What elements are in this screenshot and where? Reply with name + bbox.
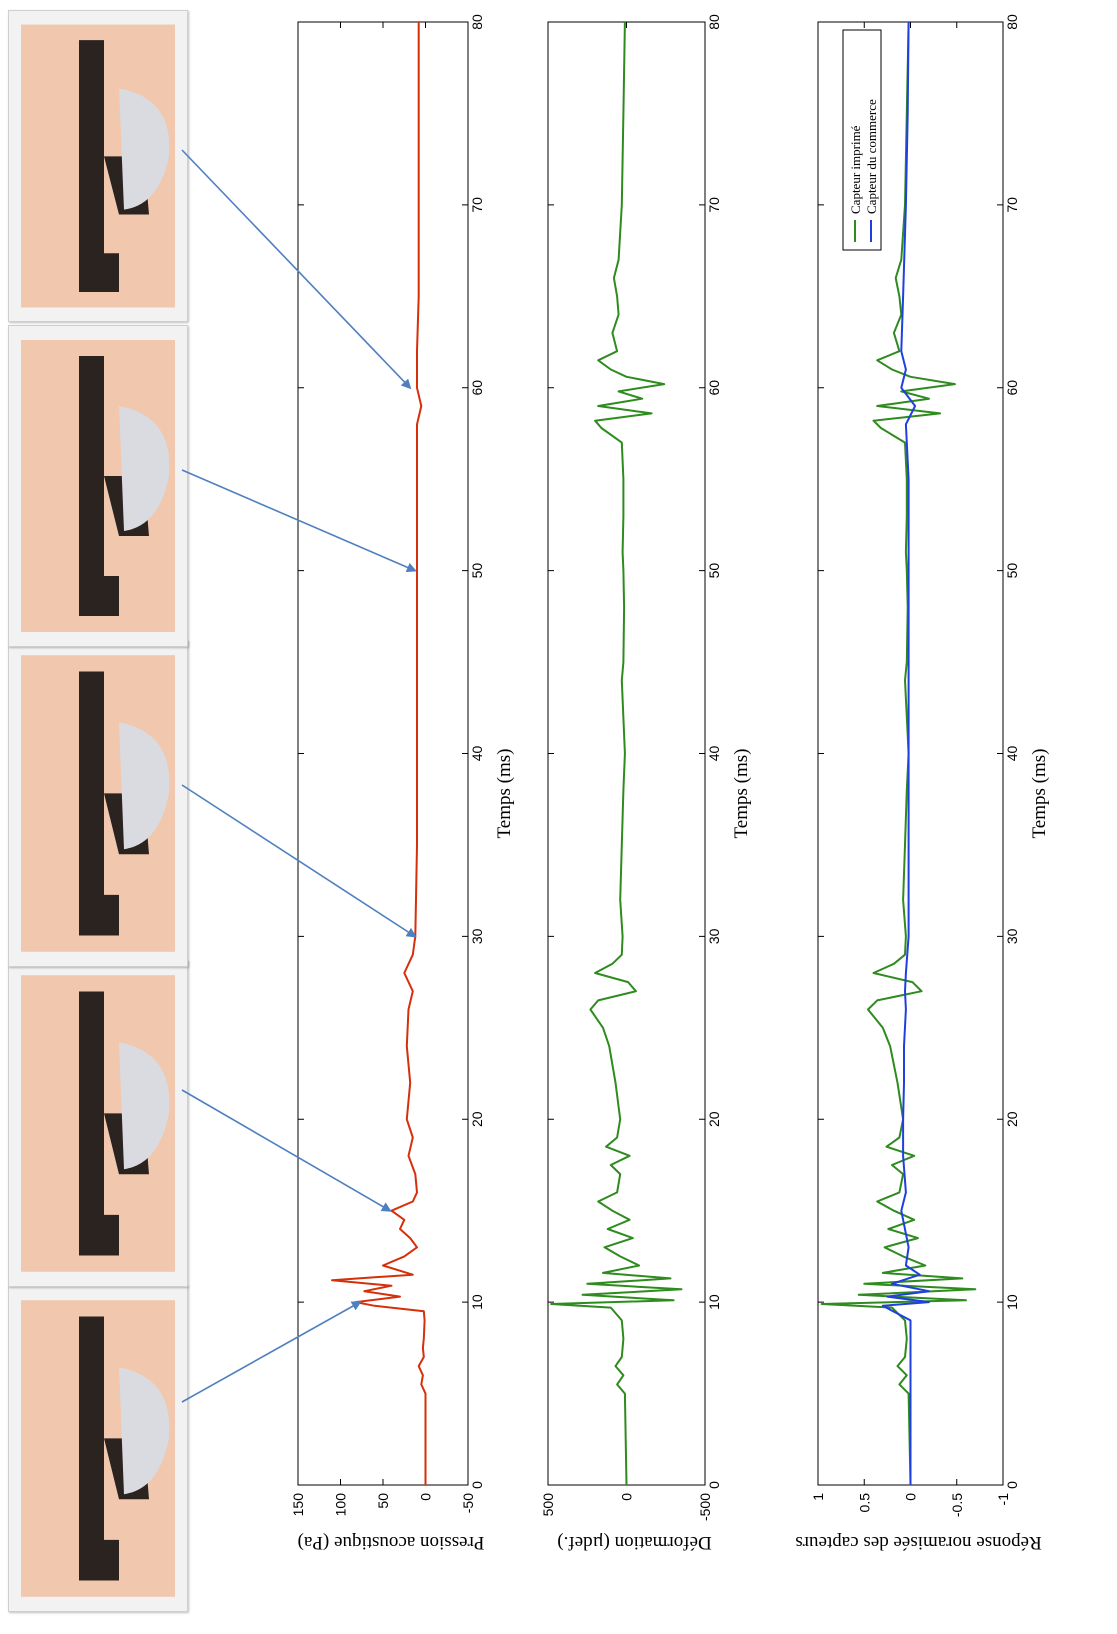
x-tick-label: 40	[706, 746, 722, 762]
x-tick-label: 40	[469, 746, 485, 762]
y-tick-label: 500	[540, 1493, 556, 1517]
plot-frame	[297, 21, 469, 1486]
y-tick-label: 100	[333, 1493, 349, 1517]
legend: Capteur imprimé Capteur du commerce	[842, 29, 882, 251]
chart-2: 0 10 20 30 40 50 60 70 80 500 0 -500 Temps (ms) Défor…	[540, 14, 752, 1553]
y-axis-label: Déformation (µdef.)	[557, 1532, 711, 1553]
y-tick-label: 50	[375, 1493, 391, 1509]
x-axis-label: Temps (ms)	[1029, 749, 1050, 839]
video-frame-image	[21, 975, 175, 1272]
x-tick-label: 50	[1004, 563, 1020, 579]
x-axis-label: Temps (ms)	[731, 749, 752, 839]
x-tick-label: 60	[469, 380, 485, 396]
arrow-frame-1	[181, 1301, 362, 1403]
y-tick-label: -50	[460, 1493, 476, 1513]
legend-box	[842, 29, 882, 251]
x-axis-label: Temps (ms)	[494, 749, 515, 839]
chart-1: 0 10 20 30 40 50 60 70 80 150 100 50 0 -50 Temps (ms) P…	[290, 14, 515, 1553]
arrow-frame-3	[181, 784, 417, 938]
x-tick-label: 50	[706, 563, 722, 579]
y-tick-label: 0	[418, 1493, 434, 1501]
video-frame-image	[21, 1300, 175, 1597]
x-tick-label: 0	[469, 1481, 485, 1489]
x-tick-label: 70	[1004, 197, 1020, 213]
x-tick-label: 80	[469, 14, 485, 30]
x-tick-label: 60	[1004, 380, 1020, 396]
x-tick-label: 80	[1004, 14, 1020, 30]
x-tick-label: 0	[1004, 1481, 1020, 1489]
x-tick-label: 70	[469, 197, 485, 213]
video-frame-1	[8, 1285, 188, 1612]
video-frame-3	[8, 640, 188, 967]
x-tick-label: 60	[706, 380, 722, 396]
y-tick-label: 1	[810, 1493, 826, 1501]
x-tick-label: 20	[469, 1111, 485, 1127]
x-tick-label: 10	[469, 1294, 485, 1310]
x-tick-label: 30	[469, 928, 485, 944]
video-frame-2	[8, 960, 188, 1287]
y-tick-label: -500	[697, 1493, 713, 1521]
x-tick-label: 70	[706, 197, 722, 213]
series-line-1	[820, 21, 977, 1486]
x-tick-label: 50	[469, 563, 485, 579]
y-tick-label: 0	[903, 1493, 919, 1501]
arrow-frame-4	[181, 469, 417, 573]
x-tick-label: 20	[1004, 1111, 1020, 1127]
y-tick-label: -0.5	[949, 1493, 965, 1517]
x-tick-label: 10	[1004, 1294, 1020, 1310]
x-tick-label: 30	[706, 928, 722, 944]
video-frame-image	[21, 655, 175, 952]
x-tick-label: 40	[1004, 746, 1020, 762]
x-tick-label: 0	[706, 1481, 722, 1489]
y-tick-label: -1	[995, 1493, 1011, 1506]
y-tick-label: 150	[290, 1493, 306, 1517]
x-tick-label: 20	[706, 1111, 722, 1127]
plot-frame	[547, 21, 706, 1486]
arrow-frame-5	[181, 149, 412, 390]
legend-entry: Capteur imprimé	[848, 125, 863, 214]
video-frame-image	[21, 340, 175, 632]
y-axis-label: Réponse noramisée des capteurs	[795, 1532, 1041, 1553]
arrow-frame-2	[181, 1089, 392, 1212]
x-tick-label: 30	[1004, 928, 1020, 944]
chart-3: 0 10 20 30 40 50 60 70 80 1 0.5 0 -0.5 -1 Temps (ms) Ré…	[795, 14, 1050, 1553]
video-frame-4	[8, 325, 188, 647]
legend-entry: Capteur du commerce	[864, 99, 879, 214]
x-tick-label: 80	[706, 14, 722, 30]
video-frame-image	[21, 24, 175, 308]
video-frame-5	[8, 10, 188, 322]
series-line-1	[550, 21, 683, 1486]
y-tick-label: 0.5	[856, 1493, 872, 1513]
x-tick-label: 10	[706, 1294, 722, 1310]
y-tick-label: 0	[619, 1493, 635, 1501]
y-axis-label: Pression acoustique (Pa)	[298, 1532, 485, 1553]
series-line-1	[331, 22, 427, 1485]
series-line-2	[881, 21, 930, 1485]
